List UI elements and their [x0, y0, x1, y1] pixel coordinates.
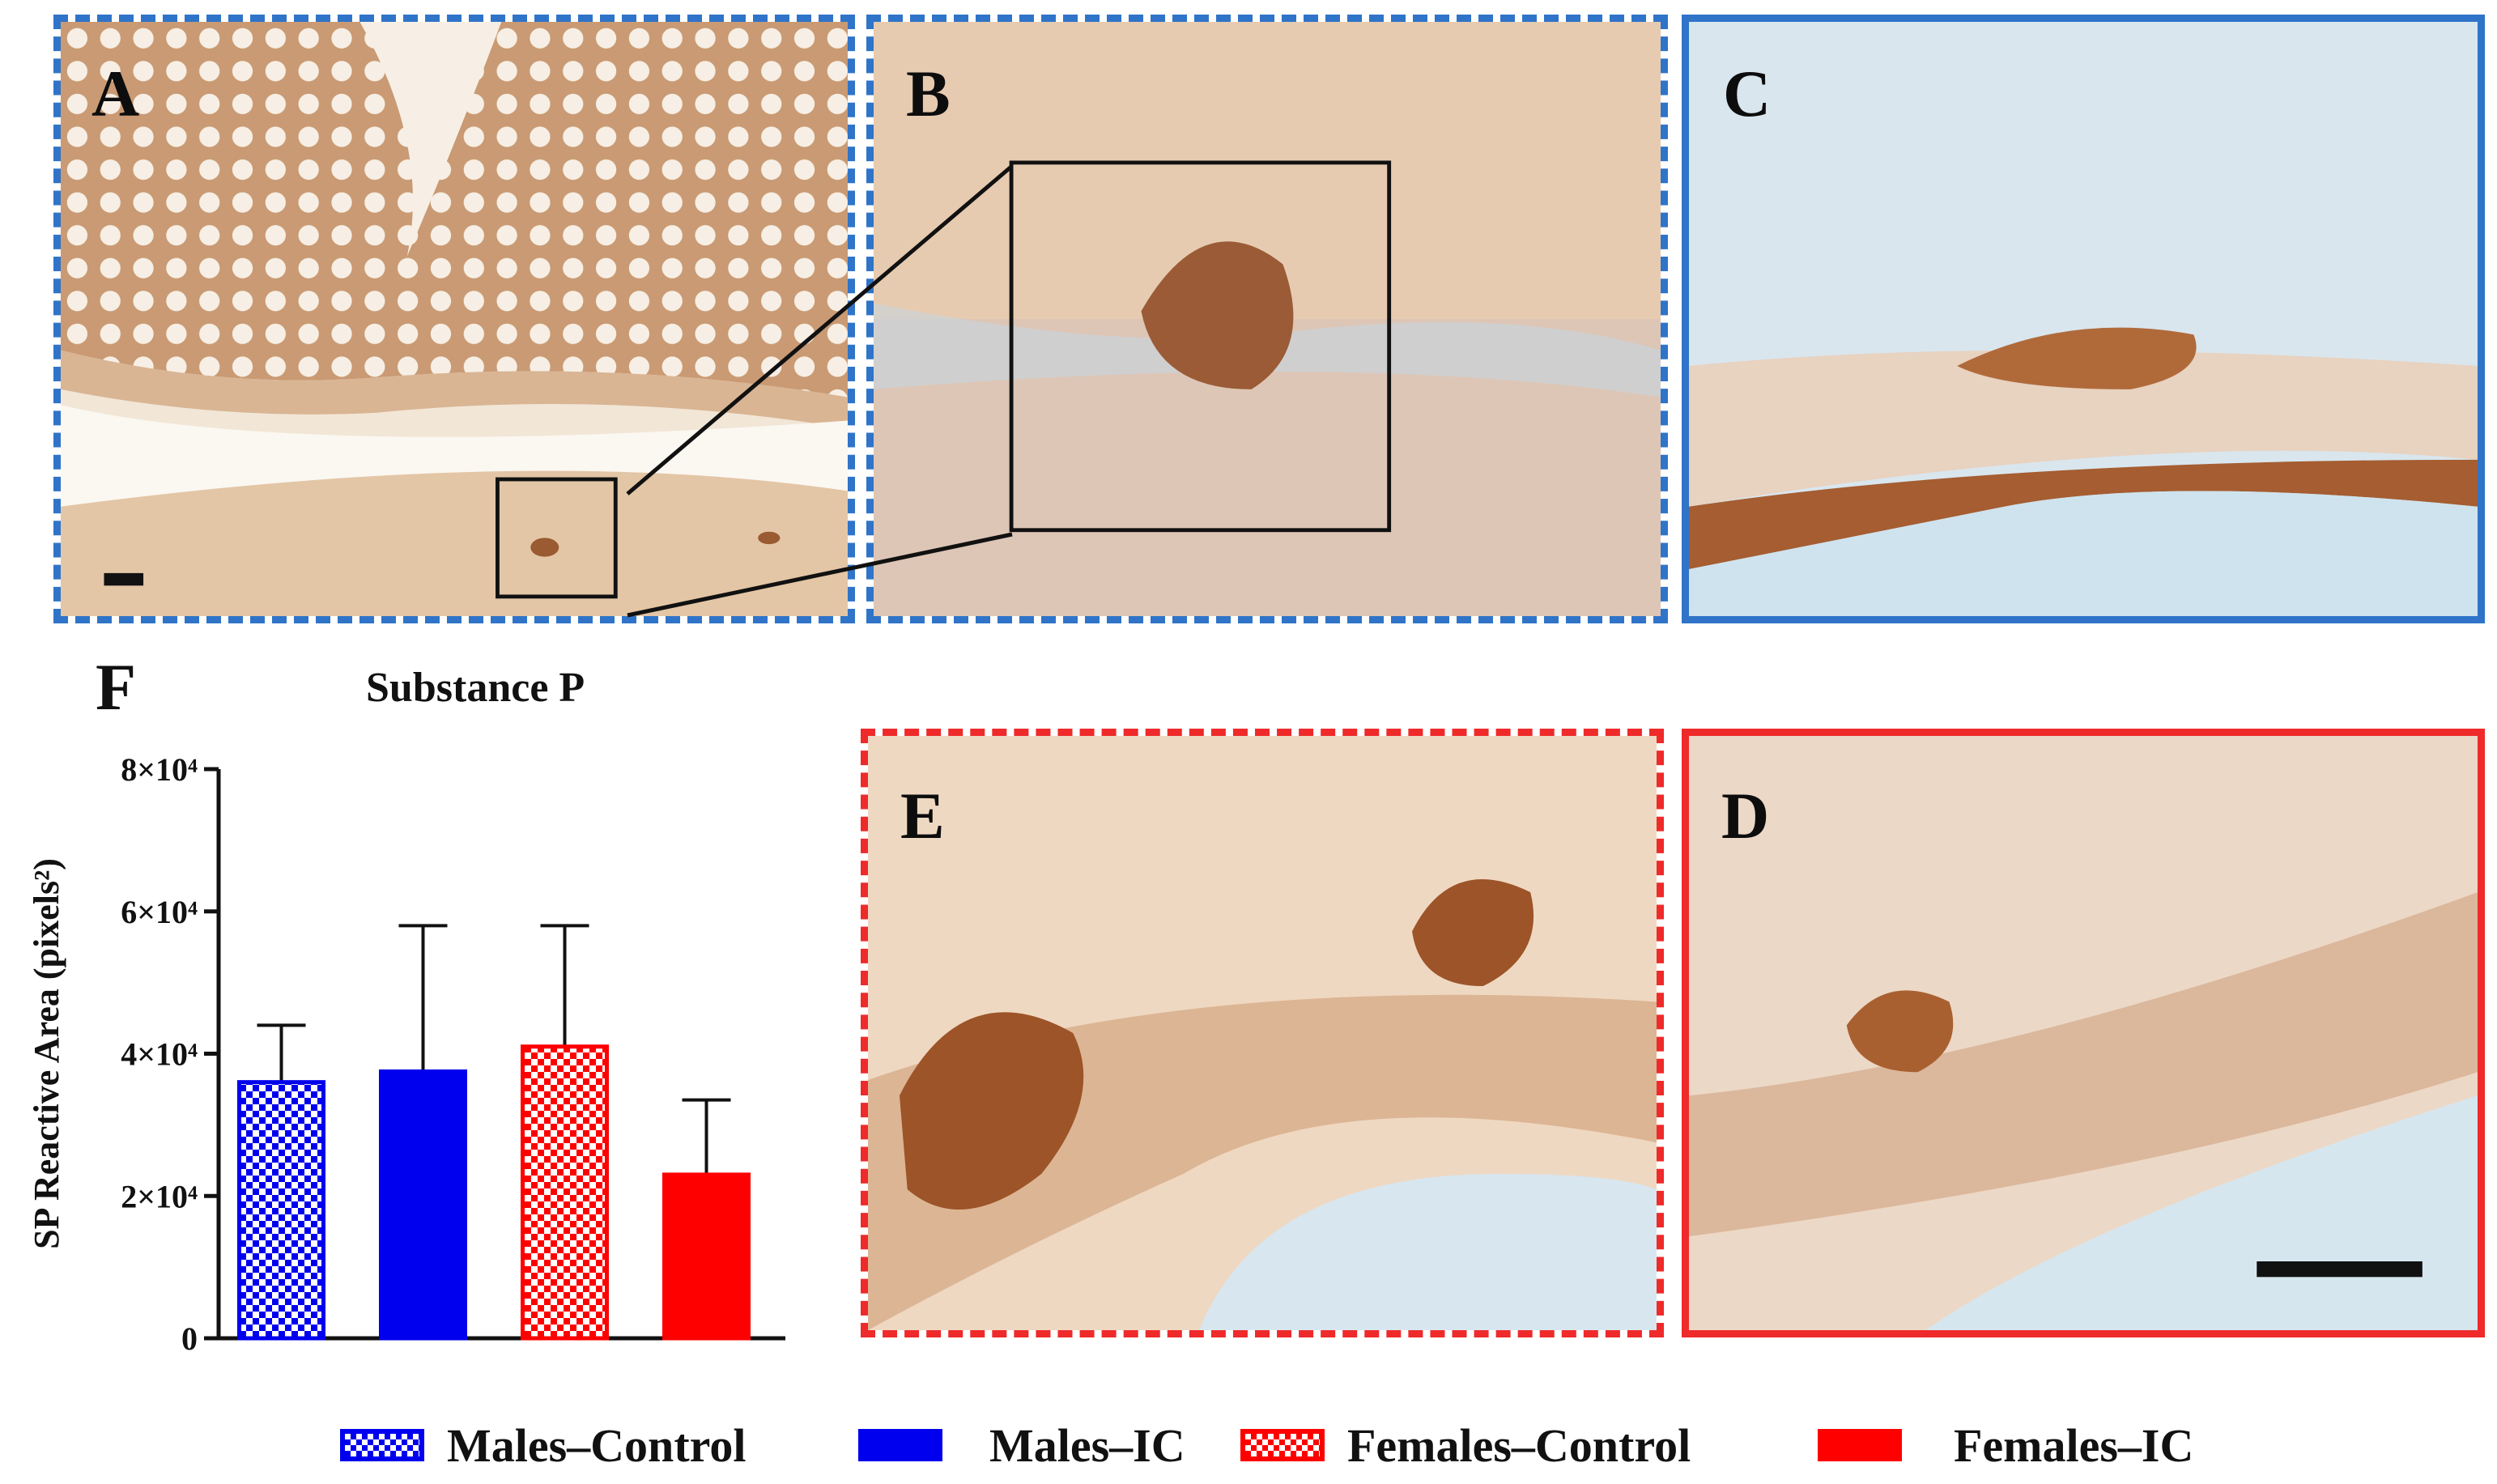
- y-tick-label: 0: [181, 1320, 198, 1357]
- bar: [662, 1172, 751, 1341]
- panel-a-micrograph: [61, 22, 848, 616]
- panel-e-letter: E: [900, 779, 945, 853]
- chart-title: Substance P: [366, 665, 585, 711]
- panel-d-letter: D: [1721, 779, 1770, 853]
- y-tick-label: 2×10⁴: [121, 1178, 198, 1214]
- legend-item-males-ic: Males–IC: [858, 1413, 1185, 1478]
- y-tick-label: 8×10⁴: [121, 751, 198, 788]
- bar: [379, 1069, 467, 1341]
- panel-b-letter: B: [906, 57, 951, 130]
- y-tick-label: 4×10⁴: [121, 1036, 198, 1073]
- panel-c-letter: C: [1723, 57, 1772, 130]
- bar-chart: 0 2×10⁴ 4×10⁴ 6×10⁴ 8×10⁴ SP Reactive Area (p…: [27, 751, 785, 1357]
- legend-label-females-control: Females–Control: [1347, 1418, 1691, 1472]
- chart-legend: Males–Control Males–IC Females–Control F…: [340, 1413, 2283, 1478]
- panel-c: C: [1682, 15, 2485, 623]
- panel-e-micrograph: [868, 736, 1657, 1330]
- legend-swatch-females-ic: [1818, 1429, 1902, 1461]
- legend-swatch-males-ic: [858, 1429, 942, 1461]
- legend-label-females-ic: Females–IC: [1954, 1418, 2194, 1472]
- y-axis-label: SP Reactive Area (pixels²): [27, 858, 66, 1249]
- panel-b: B: [866, 15, 1668, 623]
- panel-b-micrograph: [874, 22, 1661, 616]
- legend-item-females-ic: Females–IC: [1818, 1413, 2193, 1478]
- y-tick-label: 6×10⁴: [121, 894, 198, 930]
- panel-f-letter: F: [96, 650, 137, 724]
- bar: [521, 1044, 609, 1341]
- legend-label-males-control: Males–Control: [447, 1418, 747, 1472]
- panel-a: A: [53, 15, 855, 623]
- panel-a-letter: A: [91, 57, 140, 130]
- legend-swatch-females-control: [1240, 1429, 1325, 1461]
- legend-swatch-males-control: [340, 1429, 424, 1461]
- legend-item-females-control: Females–Control: [1240, 1413, 1691, 1478]
- panel-d: D: [1682, 729, 2485, 1337]
- legend-label-males-ic: Males–IC: [989, 1418, 1185, 1472]
- panel-d-micrograph: [1689, 736, 2478, 1330]
- panel-c-micrograph: [1689, 22, 2478, 616]
- legend-item-males-control: Males–Control: [340, 1413, 746, 1478]
- panel-e: E: [861, 729, 1664, 1337]
- bar: [237, 1080, 325, 1341]
